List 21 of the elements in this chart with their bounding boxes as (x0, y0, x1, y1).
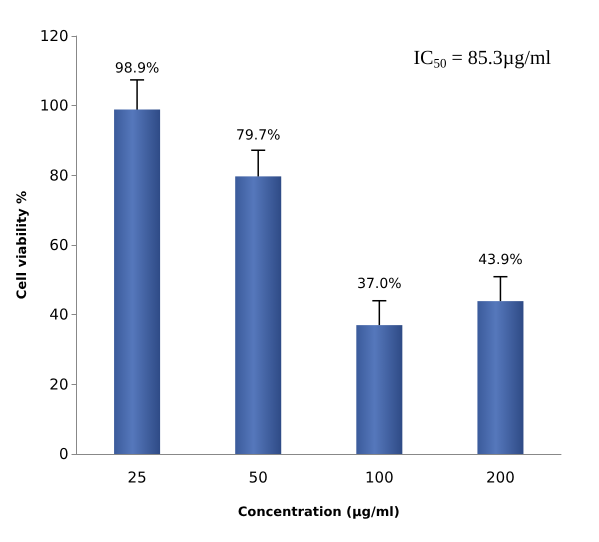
x-tick-label: 25 (128, 468, 147, 486)
bar (114, 110, 160, 454)
data-label: 98.9% (114, 60, 160, 76)
x-tick-label: 200 (486, 468, 515, 486)
y-tick-label: 40 (49, 306, 69, 324)
data-label: 43.9% (478, 252, 523, 268)
bar (235, 176, 282, 454)
y-tick-label: 20 (49, 375, 69, 394)
y-tick-label: 120 (40, 27, 69, 45)
data-label: 79.7% (236, 127, 280, 144)
y-tick-label: 80 (49, 166, 69, 184)
bar (477, 301, 524, 454)
y-tick-label: 100 (40, 96, 69, 115)
x-tick-label: 50 (248, 468, 268, 486)
x-axis-title: Concentration (µg/ml) (238, 505, 400, 520)
x-tick-label: 100 (365, 468, 394, 486)
y-tick-label: 0 (58, 445, 69, 463)
bar (356, 325, 402, 454)
y-axis-title: Cell viability % (15, 190, 30, 300)
data-label: 37.0% (357, 276, 402, 292)
y-tick-label: 60 (49, 236, 69, 254)
